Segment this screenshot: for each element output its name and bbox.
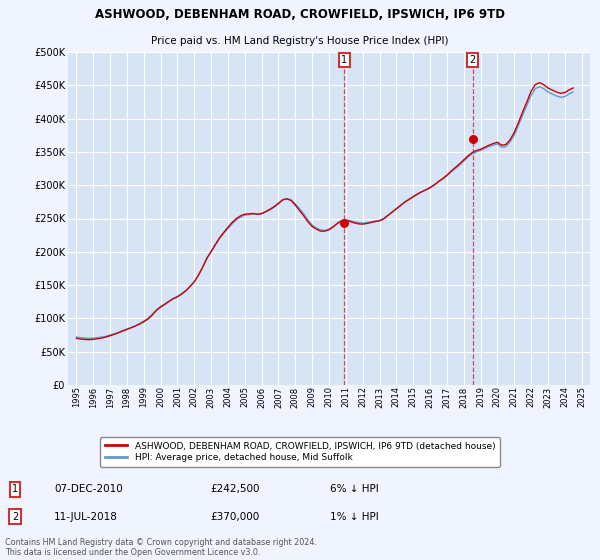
Text: 2: 2 — [12, 512, 18, 521]
Text: 07-DEC-2010: 07-DEC-2010 — [54, 484, 123, 494]
Text: ASHWOOD, DEBENHAM ROAD, CROWFIELD, IPSWICH, IP6 9TD: ASHWOOD, DEBENHAM ROAD, CROWFIELD, IPSWI… — [95, 8, 505, 21]
Text: £370,000: £370,000 — [210, 512, 259, 521]
Text: 1: 1 — [12, 484, 18, 494]
Point — [340, 219, 349, 228]
Text: Price paid vs. HM Land Registry's House Price Index (HPI): Price paid vs. HM Land Registry's House … — [151, 35, 449, 45]
Text: 6% ↓ HPI: 6% ↓ HPI — [330, 484, 379, 494]
Text: 11-JUL-2018: 11-JUL-2018 — [54, 512, 118, 521]
Text: 2: 2 — [470, 55, 476, 65]
Text: £242,500: £242,500 — [210, 484, 260, 494]
Text: 1: 1 — [341, 55, 347, 65]
Text: Contains HM Land Registry data © Crown copyright and database right 2024.
This d: Contains HM Land Registry data © Crown c… — [5, 538, 317, 557]
Text: 1% ↓ HPI: 1% ↓ HPI — [330, 512, 379, 521]
Point — [468, 134, 478, 143]
Legend: ASHWOOD, DEBENHAM ROAD, CROWFIELD, IPSWICH, IP6 9TD (detached house), HPI: Avera: ASHWOOD, DEBENHAM ROAD, CROWFIELD, IPSWI… — [100, 437, 500, 467]
